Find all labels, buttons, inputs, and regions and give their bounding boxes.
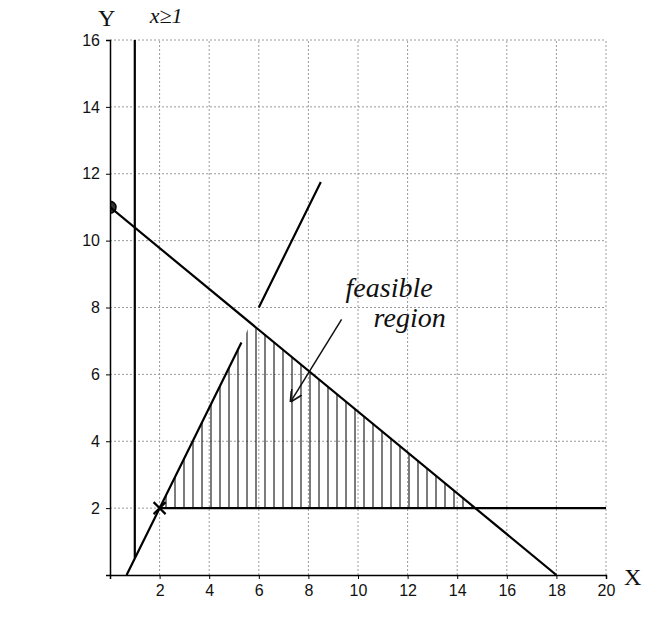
- tick-mark: [106, 508, 110, 509]
- x-tick: 20: [598, 575, 616, 599]
- tick-label: 10: [82, 232, 100, 249]
- tick-label: 16: [82, 32, 100, 49]
- y-tick: 6: [91, 366, 110, 383]
- y-axis-line: [106, 41, 111, 576]
- feasible-region: [160, 323, 476, 508]
- labels: X Yx≥1 feasibleregion: [98, 3, 641, 590]
- tick-label: 8: [91, 299, 100, 316]
- x-axis-line: [111, 576, 607, 580]
- constraint-line: [160, 507, 606, 509]
- x-tick: 8: [304, 575, 313, 599]
- x-axis: 2 4 6 8 10 12 14 16 18 20: [111, 575, 616, 599]
- x-tick: 16: [498, 575, 516, 599]
- y-tick: 14: [82, 98, 110, 115]
- tick-label: 6: [91, 366, 100, 383]
- tick-mark: [507, 575, 508, 579]
- constraint-line: [134, 40, 136, 558]
- annotation-arrow: [291, 319, 342, 401]
- point: [154, 502, 166, 514]
- y-tick: 12: [82, 165, 110, 182]
- tick-mark: [457, 575, 458, 579]
- constraint-line: [127, 182, 321, 575]
- tick-mark: [106, 241, 110, 242]
- y-tick: 10: [82, 232, 110, 249]
- tick-mark: [259, 575, 260, 579]
- y-tick: 2: [91, 500, 110, 517]
- x-tick: 6: [255, 575, 264, 599]
- y-tick: 4: [91, 433, 110, 450]
- tick-label: 2: [91, 500, 100, 517]
- x-tick: 2: [156, 575, 165, 599]
- annotation: feasibleregion: [346, 272, 446, 333]
- tick-mark: [308, 575, 309, 579]
- y-tick: 16: [82, 32, 110, 49]
- tick-mark: [106, 308, 110, 309]
- tick-mark: [209, 575, 210, 579]
- tick-mark: [106, 374, 110, 375]
- tick-mark: [106, 107, 110, 108]
- constraint-line: [110, 207, 556, 575]
- tick-label: 2: [156, 582, 165, 599]
- x-tick: 14: [449, 575, 467, 599]
- tick-label: 10: [350, 582, 368, 599]
- tick-mark: [106, 40, 110, 41]
- tick-label: 12: [82, 165, 100, 182]
- chart: 2 4 6 8 10 12 14 16 18 20 2 4 6 8 10 12 14 16 X Yx≥1 feasibl…: [0, 0, 648, 642]
- tick-mark: [106, 174, 110, 175]
- tick-label: 12: [399, 582, 417, 599]
- tick-mark: [408, 575, 409, 579]
- grid-line: [110, 508, 606, 509]
- tick-mark: [556, 575, 557, 579]
- tick-label: 4: [205, 582, 214, 599]
- point: [110, 201, 116, 213]
- grid-line: [110, 307, 606, 308]
- tick-label: 14: [82, 98, 100, 115]
- y-axis-title: Y: [98, 5, 115, 31]
- tick-label: 18: [548, 582, 566, 599]
- tick-label: 16: [498, 582, 516, 599]
- grid: [110, 40, 606, 575]
- tick-label: 8: [304, 582, 313, 599]
- tick-mark: [160, 575, 161, 579]
- tick-mark: [606, 575, 607, 579]
- y-tick: 8: [91, 299, 110, 316]
- x-tick: 4: [205, 575, 214, 599]
- tick-label: 14: [449, 582, 467, 599]
- x-tick: 18: [548, 575, 566, 599]
- x-tick: 12: [399, 575, 417, 599]
- grid-line: [110, 106, 606, 107]
- tick-mark: [106, 441, 110, 442]
- plot-area: [110, 40, 606, 575]
- x-tick: 10: [350, 575, 368, 599]
- tick-label: 20: [598, 582, 616, 599]
- grid-line: [110, 240, 606, 241]
- x-axis-title: X: [624, 564, 641, 590]
- grid-line: [110, 173, 606, 174]
- tick-label: 6: [255, 582, 264, 599]
- grid-line: [110, 40, 606, 41]
- y-axis: 2 4 6 8 10 12 14 16: [82, 32, 110, 576]
- grid-line: [556, 40, 557, 575]
- annotation: x≥1: [149, 3, 183, 28]
- tick-mark: [358, 575, 359, 579]
- grid-line: [110, 374, 606, 375]
- tick-label: 4: [91, 433, 100, 450]
